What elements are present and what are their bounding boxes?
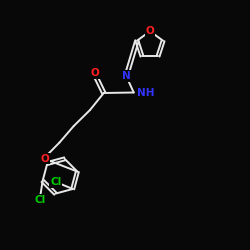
- Text: O: O: [90, 68, 100, 78]
- Text: Cl: Cl: [50, 177, 61, 187]
- Text: Cl: Cl: [34, 195, 46, 205]
- Text: O: O: [146, 26, 154, 36]
- Text: NH: NH: [138, 88, 155, 98]
- Text: O: O: [40, 154, 50, 164]
- Text: N: N: [122, 71, 130, 81]
